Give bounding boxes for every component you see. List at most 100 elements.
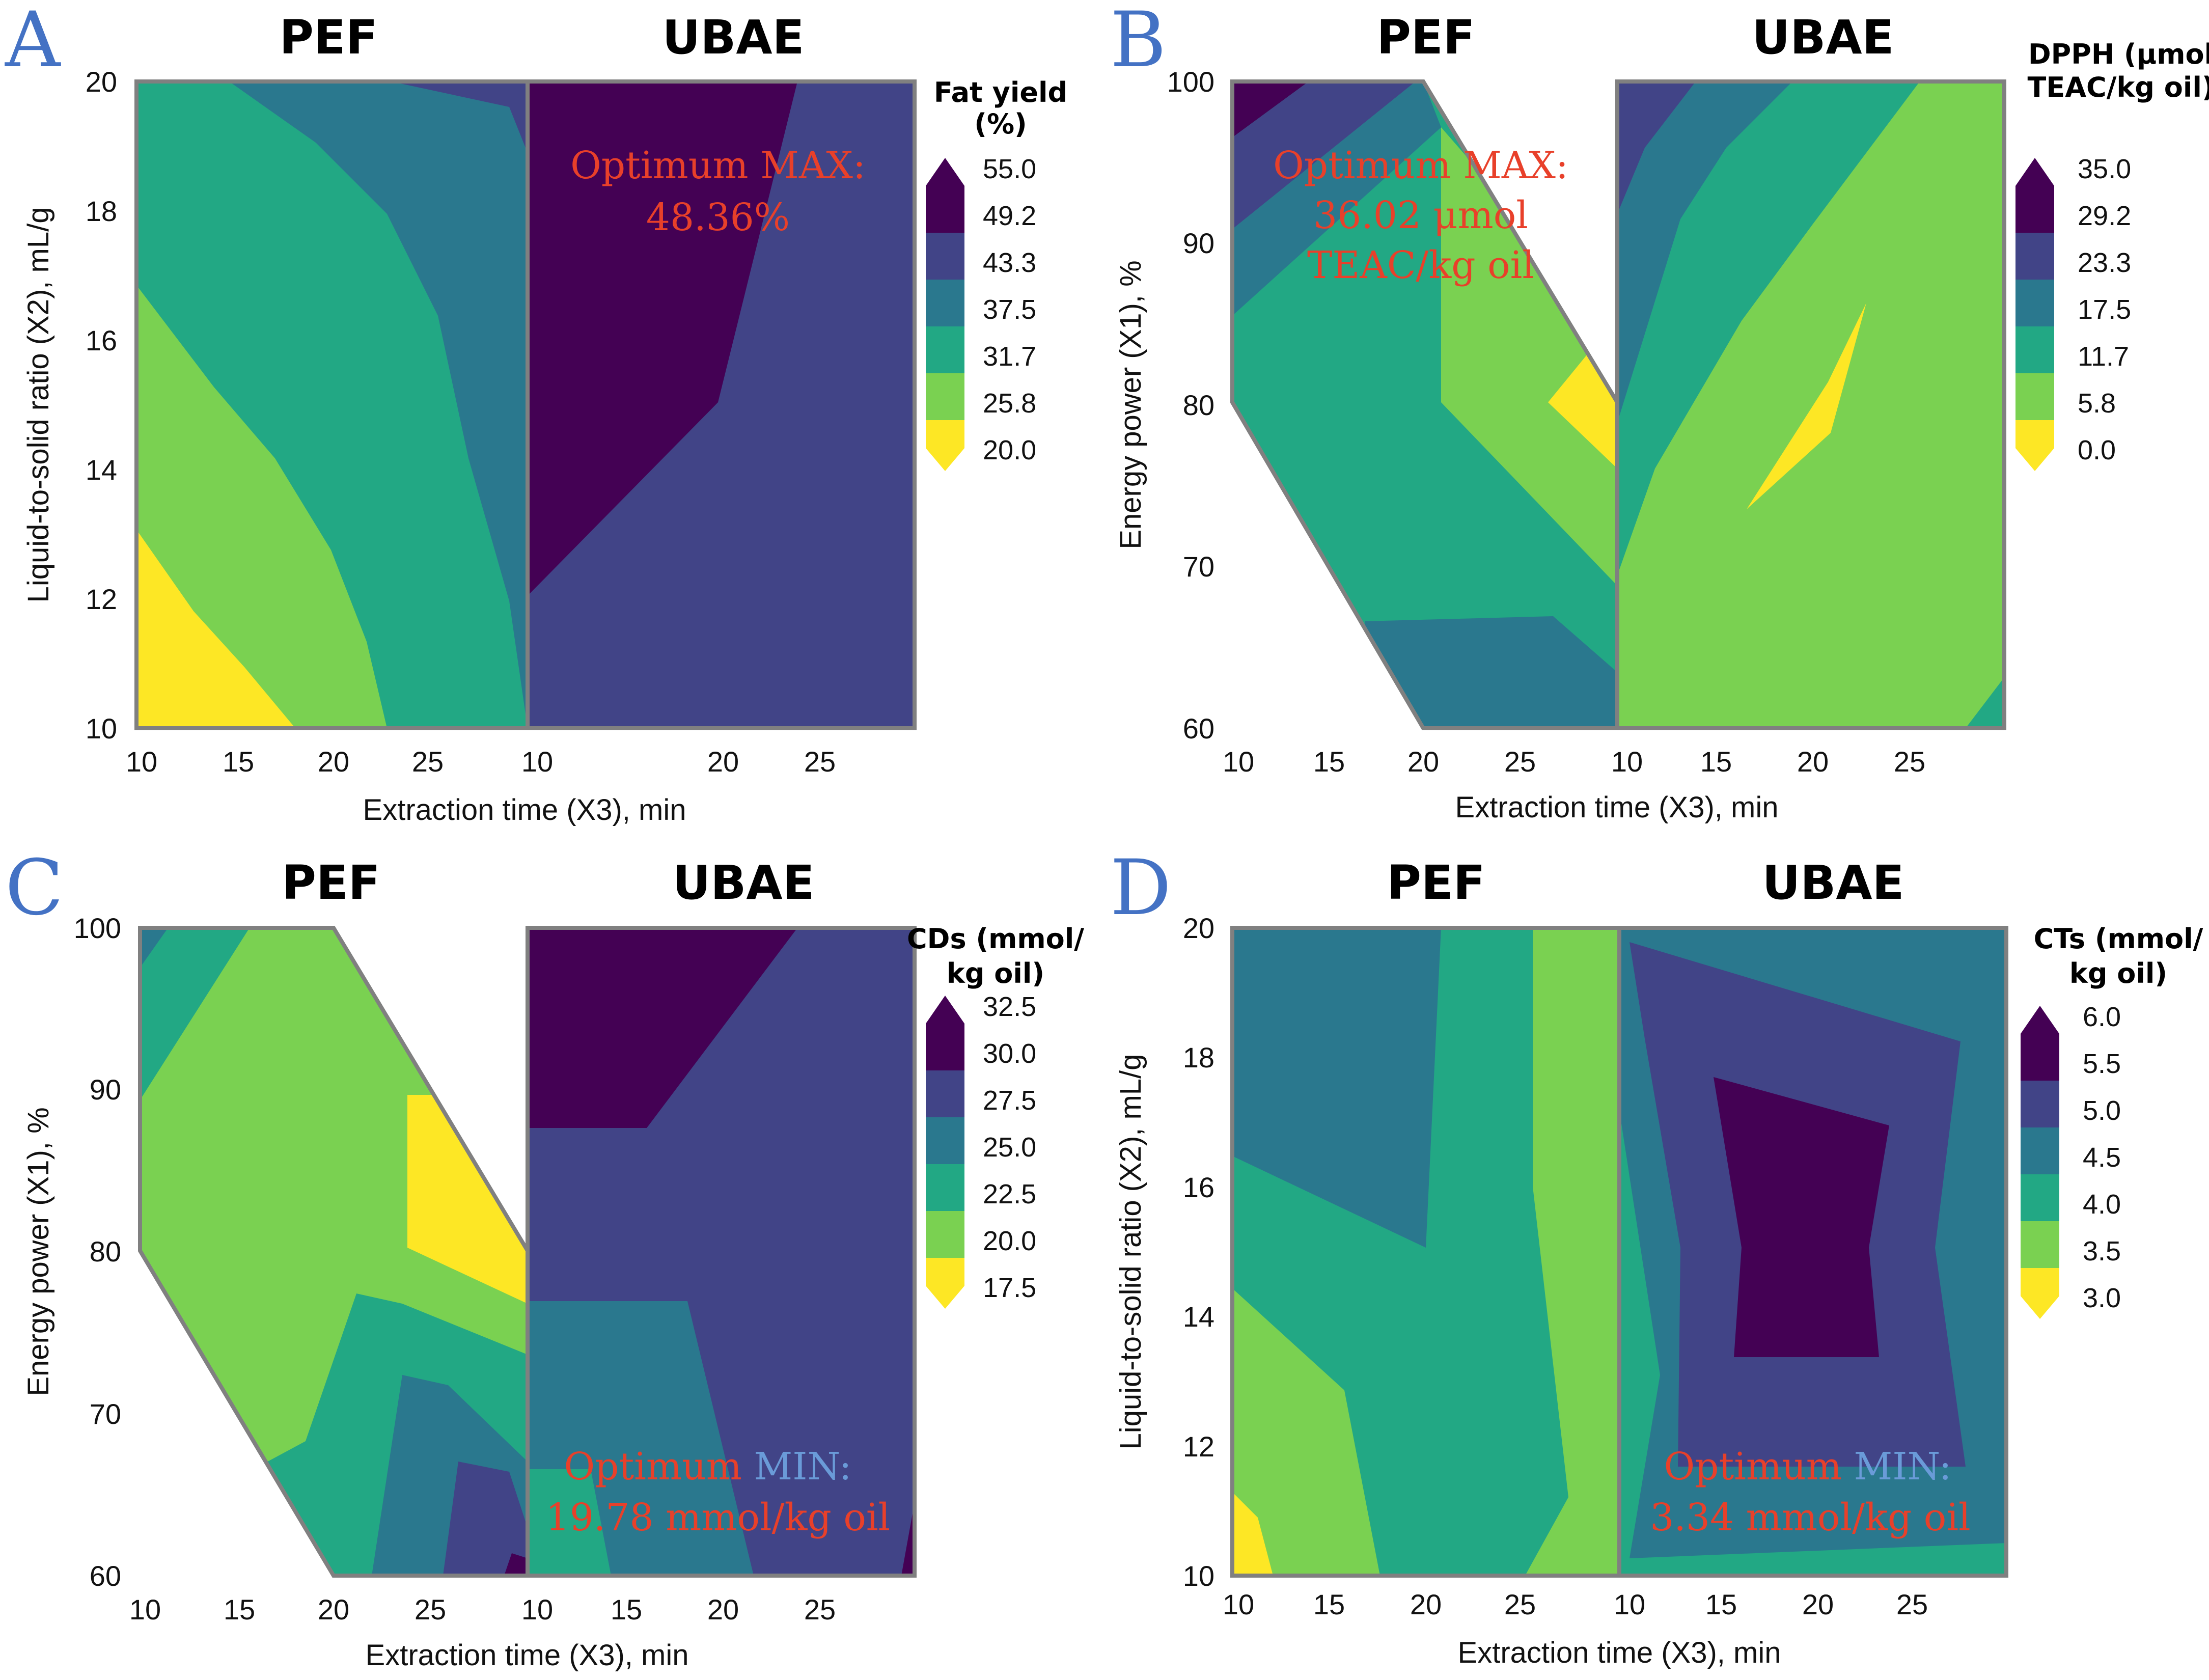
legend-tick: 20.0 [983,1226,1036,1256]
y-tick-90: 90 [1183,227,1214,259]
x-tick-25: 25 [415,1593,446,1626]
y-tick-60: 60 [90,1560,121,1592]
axis-y-c: 60 70 80 90 100 Energy power (X1), % [22,912,121,1592]
x-tick-25: 25 [1504,746,1536,778]
x-tick-20: 20 [318,746,349,778]
y-tick-12: 12 [86,583,117,615]
panel-letter-d: D [1110,844,1171,932]
legend-tick: 4.0 [2083,1189,2121,1220]
legend-tick: 30.0 [983,1038,1036,1069]
y-tick-18: 18 [86,195,117,227]
x-tick-15: 15 [611,1593,642,1626]
x-tick-10: 10 [1223,746,1254,778]
axis-x-a: 10 15 20 25 10 20 25 Extraction time (X3… [126,746,836,827]
x-tick-15: 15 [1705,1588,1737,1620]
legend-tick: 6.0 [2083,1002,2121,1032]
y-tick-20: 20 [1183,912,1214,944]
y-tick-16: 16 [1183,1171,1214,1203]
x-tick-10: 10 [129,1593,161,1626]
contour-right-c [528,928,915,1576]
optimum-annotation-a: Optimum MAX: [570,144,866,187]
x-tick-15: 15 [224,1593,255,1626]
legend-tick: 29.2 [2078,201,2131,231]
y-tick-10: 10 [86,712,117,745]
legend-tick: 3.0 [2083,1283,2121,1313]
axis-x-b: 10 15 20 25 10 15 20 25 Extraction time … [1223,746,1925,824]
y-tick-20: 20 [86,66,117,98]
legend-c: CDs (mmol/ kg oil) 32.5 30.0 27.5 25.0 2… [907,923,1084,1309]
legend-tick: 5.0 [2083,1095,2121,1126]
legend-tick: 55.0 [983,154,1036,184]
legend-title-line-1: CTs (mmol/ [2034,923,2203,955]
legend-title-line-2: kg oil) [2069,957,2167,989]
x-tick-25: 25 [804,746,836,778]
method-label-ubae: UBAE [673,856,815,910]
y-tick-80: 80 [90,1235,121,1268]
panel-a: A PEF UBAE 10 15 20 25 10 20 25 Extracti… [5,0,1067,827]
legend-tick: 35.0 [2078,154,2131,184]
y-tick-90: 90 [90,1073,121,1106]
panel-letter-b: B [1110,0,1166,85]
y-tick-60: 60 [1183,712,1214,745]
legend-tick: 27.5 [983,1085,1036,1116]
panel-d: D PEF UBAE 10 15 20 25 10 15 20 25 [1110,844,2203,1669]
legend-tick: 25.8 [983,388,1036,419]
optimum-word: MAX: [1463,144,1568,187]
x-axis-title: Extraction time (X3), min [1455,791,1779,824]
y-tick-100: 100 [1167,66,1214,98]
contour-right-a [528,81,915,728]
legend-tick: 11.7 [2078,341,2129,372]
legend-d: CTs (mmol/ kg oil) 6.0 5.5 5.0 4.5 4.0 3… [2021,923,2203,1319]
y-tick-100: 100 [74,912,121,944]
y-axis-title: Energy power (X1), % [1114,260,1147,549]
legend-tick: 43.3 [983,247,1036,278]
legend-tick: 25.0 [983,1132,1036,1163]
legend-title-line-2: (%) [974,108,1027,140]
frame-right-a [526,79,917,730]
axis-x-d: 10 15 20 25 10 15 20 25 Extraction time … [1223,1588,1928,1669]
legend-tick: 49.2 [983,201,1036,231]
x-tick-25: 25 [1504,1588,1536,1620]
legend-tick: 5.8 [2078,388,2116,419]
axis-x-c: 10 15 20 25 10 15 20 25 Extraction time … [129,1593,836,1672]
y-axis-title: Liquid-to-solid ratio (X2), mL/g [1114,1054,1147,1450]
panel-letter-a: A [5,0,61,85]
y-tick-70: 70 [90,1398,121,1430]
x-tick-25: 25 [1894,746,1925,778]
x-tick-20: 20 [1802,1588,1834,1620]
legend-b: DPPH (μmol TEAC/kg oil) 35.0 29.2 23.3 1… [2015,38,2209,471]
x-tick-10: 10 [1611,746,1643,778]
optimum-value-a: 48.36% [646,196,790,239]
optimum-prefix: Optimum [1273,144,1451,187]
y-axis-title: Energy power (X1), % [22,1107,55,1396]
legend-tick: 17.5 [983,1273,1036,1303]
y-tick-70: 70 [1183,550,1214,583]
legend-title-line-1: DPPH (μmol [2028,38,2209,70]
optimum-annotation-d: Optimum MIN: [1664,1445,1951,1489]
legend-title-line-1: Fat yield [934,76,1067,108]
legend-tick: 20.0 [983,435,1036,465]
axis-y-b: 60 70 80 90 100 Energy power (X1), % [1114,66,1214,745]
method-label-pef: PEF [1376,10,1475,65]
contour-left-d [1232,928,1619,1576]
optimum-value-d: 3.34 mmol/kg oil [1650,1496,1970,1539]
contour-left-a [136,81,528,728]
x-tick-20: 20 [707,746,739,778]
optimum-word: MIN: [754,1445,851,1489]
legend-tick: 32.5 [983,992,1036,1022]
axis-y-d: 10 12 14 16 18 20 Liquid-to-solid ratio … [1114,912,1214,1592]
method-label-pef: PEF [282,856,380,910]
contour-left-c [140,928,528,1576]
y-tick-16: 16 [86,324,117,356]
optimum-value-c: 19.78 mmol/kg oil [546,1496,890,1539]
legend-tick: 4.5 [2083,1142,2121,1173]
x-tick-20: 20 [1410,1588,1442,1620]
optimum-prefix: Optimum [1664,1445,1841,1489]
optimum-annotation-c: Optimum MIN: [564,1445,851,1489]
optimum-prefix: Optimum [570,144,748,187]
x-tick-10: 10 [521,746,553,778]
legend-tick: 17.5 [2078,294,2131,325]
legend-title-line-1: CDs (mmol/ [907,923,1084,955]
frame-right-d [1617,926,2008,1578]
